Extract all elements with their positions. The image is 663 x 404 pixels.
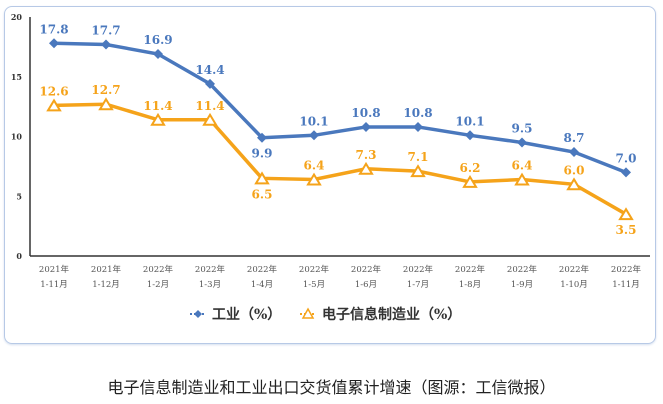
data-label: 10.8 (403, 106, 432, 120)
data-label: 14.4 (195, 63, 224, 77)
data-label: 6.2 (460, 161, 481, 175)
x-tick-label: 1-3月 (199, 280, 221, 290)
data-point-diamond (621, 167, 631, 178)
x-tick-label: 1-8月 (459, 280, 481, 290)
data-label: 7.0 (616, 151, 637, 165)
data-point-diamond (257, 132, 267, 143)
series-line-0 (53, 41, 627, 174)
data-point-diamond (101, 39, 111, 50)
x-tick-label: 1-6月 (355, 280, 377, 290)
data-point-diamond (569, 147, 579, 158)
data-label: 11.4 (195, 99, 224, 113)
data-point-triangle (202, 112, 218, 126)
data-label: 11.4 (143, 99, 172, 113)
x-tick-label: 2022年 (403, 264, 434, 275)
data-point-triangle (566, 177, 582, 191)
x-tick-label: 1-12月 (92, 280, 120, 290)
data-label: 3.5 (616, 223, 637, 237)
series-line-1 (53, 102, 627, 216)
data-label: 6.4 (304, 159, 325, 173)
y-tick-label: 0 (16, 251, 22, 261)
chart-frame (4, 6, 656, 344)
data-label: 6.5 (252, 187, 273, 201)
data-label: 9.9 (252, 147, 273, 161)
x-tick-label: 1-2月 (147, 280, 169, 290)
x-tick-label: 2022年 (299, 264, 330, 275)
x-tick-label: 2022年 (143, 264, 174, 275)
data-point-diamond (361, 121, 371, 132)
y-tick-label: 15 (11, 72, 22, 82)
legend-triangle-icon (301, 307, 315, 319)
data-point-diamond (153, 49, 163, 60)
x-tick-label: 2022年 (559, 264, 590, 275)
data-point-diamond (309, 130, 319, 141)
data-label: 17.7 (91, 23, 120, 37)
data-point-triangle (306, 172, 322, 186)
x-tick-label: 1-11月 (612, 280, 640, 290)
data-label: 9.5 (512, 121, 533, 135)
data-point-triangle (98, 97, 114, 111)
x-tick-label: 2022年 (611, 264, 642, 275)
data-label: 16.9 (143, 33, 172, 47)
x-tick-label: 1-7月 (407, 280, 429, 290)
x-tick-label: 2022年 (247, 264, 278, 275)
x-tick-label: 2022年 (507, 264, 538, 275)
data-point-triangle (410, 164, 426, 178)
legend-label: 工业（%） (212, 307, 281, 323)
x-tick-label: 2021年 (39, 264, 70, 275)
data-point-triangle (462, 174, 478, 188)
y-tick-label: 20 (11, 12, 23, 22)
data-label: 12.6 (39, 84, 68, 98)
legend-diamond-icon (194, 310, 202, 318)
data-point-diamond (49, 38, 59, 49)
x-tick-label: 1-5月 (303, 280, 325, 290)
x-tick-label: 2022年 (351, 264, 382, 275)
data-label: 7.1 (408, 150, 429, 164)
x-tick-label: 1-11月 (40, 280, 68, 290)
data-label: 12.7 (91, 83, 120, 97)
data-label: 10.1 (455, 114, 484, 128)
data-label: 17.8 (39, 22, 68, 36)
data-label: 7.3 (356, 148, 377, 162)
data-point-triangle (358, 161, 374, 175)
data-label: 6.4 (512, 159, 533, 173)
data-point-diamond (517, 137, 527, 148)
x-tick-label: 2022年 (195, 264, 226, 275)
data-label: 8.7 (564, 131, 585, 145)
data-point-triangle (618, 207, 634, 221)
data-point-triangle (150, 112, 166, 126)
legend-label: 电子信息制造业（%） (322, 306, 461, 323)
data-label: 10.1 (299, 114, 328, 128)
chart-caption: 电子信息制造业和工业出口交货值累计增速（图源：工信微报） (107, 378, 556, 397)
x-tick-label: 2022年 (455, 264, 486, 275)
y-tick-label: 5 (16, 191, 22, 201)
data-point-triangle (254, 171, 270, 185)
x-tick-label: 2021年 (91, 264, 122, 275)
line-chart: 0 5 10 15 20 2021年 1-11月 2021年 1-12月 2022年 1-2月 202… (11, 12, 650, 323)
data-point-diamond (413, 121, 423, 132)
x-tick-label: 1-4月 (251, 280, 273, 290)
data-point-diamond (465, 130, 475, 141)
x-tick-label: 1-9月 (511, 280, 533, 290)
data-point-triangle (514, 172, 530, 186)
data-label: 6.0 (564, 163, 585, 177)
y-tick-label: 10 (11, 132, 23, 142)
data-point-triangle (46, 98, 62, 112)
data-point-diamond (205, 78, 215, 89)
data-label: 10.8 (351, 106, 380, 120)
x-tick-label: 1-10月 (560, 280, 588, 290)
